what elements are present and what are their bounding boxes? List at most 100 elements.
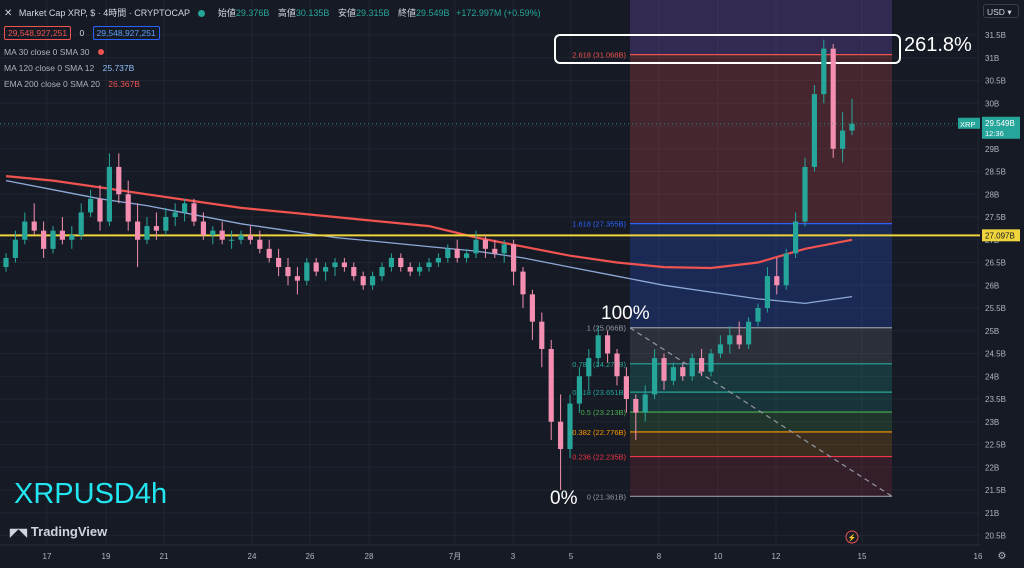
- trade-row: 29,548,927,251 0 29,548,927,251: [4, 26, 160, 40]
- candle: [182, 198, 188, 222]
- fib-zone: [630, 392, 892, 413]
- candle-body: [135, 221, 141, 240]
- candle-body: [520, 271, 526, 295]
- y-tick-label: 29B: [985, 145, 999, 154]
- x-tick-label: 15: [858, 552, 867, 561]
- candle-body: [285, 267, 291, 277]
- candle-body: [708, 353, 714, 372]
- symbol-tag-label: XRP: [960, 120, 975, 129]
- y-tick-label: 21.5B: [985, 486, 1006, 495]
- candle: [595, 326, 601, 368]
- candle-body: [445, 248, 451, 258]
- candle-body: [473, 239, 479, 254]
- fib-zone: [630, 456, 892, 497]
- candle-body: [31, 221, 37, 231]
- candle: [670, 362, 676, 386]
- candle-body: [849, 123, 855, 131]
- indicator-value: 25.737B: [102, 63, 135, 73]
- indicator-ema200[interactable]: EMA 200 close 0 SMA 20 26.367B: [4, 79, 140, 89]
- candle: [163, 207, 169, 236]
- x-tick-label: 24: [248, 552, 257, 561]
- indicator-ma30[interactable]: MA 30 close 0 SMA 30: [4, 47, 104, 57]
- warning-icon: [97, 49, 104, 55]
- candle: [746, 317, 752, 349]
- candle-body: [50, 230, 56, 249]
- indicator-label: MA 30 close 0 SMA 30: [4, 47, 90, 57]
- candle-body: [323, 267, 329, 272]
- candle: [633, 394, 639, 440]
- candle-body: [3, 257, 9, 268]
- fib-highlight-box: [554, 34, 901, 64]
- candle: [219, 221, 225, 245]
- candle: [360, 271, 366, 290]
- candle-body: [78, 212, 84, 236]
- candle: [341, 257, 347, 272]
- candle-body: [567, 403, 573, 450]
- candle: [614, 348, 620, 386]
- candle: [783, 248, 789, 290]
- x-tick-label: 10: [714, 552, 723, 561]
- x-tick-label: 8: [657, 552, 662, 561]
- logo-text: TradingView: [30, 524, 108, 539]
- candle-body: [576, 376, 582, 404]
- ohlc-close-value: 29.549B: [416, 8, 450, 18]
- x-tick-label: 21: [160, 552, 169, 561]
- candle-body: [840, 130, 846, 149]
- candle: [97, 185, 103, 231]
- close-icon[interactable]: ✕: [4, 8, 13, 19]
- currency-label: USD: [987, 7, 1005, 17]
- candle: [699, 348, 705, 377]
- currency-select[interactable]: USD ▾: [983, 4, 1019, 18]
- tradingview-logo[interactable]: ◤◥ TradingView: [10, 524, 107, 539]
- candle-body: [830, 48, 836, 149]
- candle: [407, 262, 413, 277]
- candle-body: [548, 348, 554, 422]
- candle-body: [247, 235, 253, 240]
- y-tick-label: 27.5B: [985, 213, 1006, 222]
- candle: [661, 353, 667, 390]
- candle-body: [210, 230, 216, 236]
- candle-body: [229, 239, 235, 241]
- candle-body: [652, 358, 658, 395]
- y-tick-label: 30B: [985, 99, 999, 108]
- y-tick-label: 24.5B: [985, 350, 1006, 359]
- fib-level-label: 0.786 (24.273B): [572, 360, 626, 369]
- candle-body: [97, 198, 103, 222]
- candle: [642, 385, 648, 422]
- candle: [802, 157, 808, 227]
- fib-zone: [630, 54, 892, 224]
- candle: [764, 267, 770, 313]
- event-marker-icon: [845, 530, 859, 544]
- candle: [210, 226, 216, 245]
- candle-body: [125, 194, 131, 222]
- candle: [840, 112, 846, 163]
- fib-level-label: 0 (21.361B): [587, 492, 627, 501]
- candle: [332, 257, 338, 277]
- candle: [247, 226, 253, 245]
- y-tick-label: 20.5B: [985, 532, 1006, 541]
- fib-level-label: 1 (25.066B): [587, 324, 627, 333]
- candle-body: [417, 267, 423, 272]
- candle: [144, 217, 150, 245]
- candle: [558, 394, 564, 490]
- ema200-line: [5, 175, 853, 270]
- candle-body: [492, 248, 498, 254]
- candle: [276, 248, 282, 277]
- y-tick-label: 30.5B: [985, 77, 1006, 86]
- y-tick-label: 26B: [985, 281, 999, 290]
- fib-level-label: 0.382 (22.776B): [572, 428, 626, 437]
- candle-body: [774, 276, 780, 286]
- indicator-ma120[interactable]: MA 120 close 0 SMA 12 25.737B: [4, 63, 134, 73]
- fib-extension-zone: [630, 0, 892, 55]
- y-tick-label: 22B: [985, 463, 999, 472]
- fib-zone: [630, 363, 892, 393]
- candle: [41, 221, 47, 258]
- bar-countdown: 12:36: [985, 129, 1004, 138]
- candle-body: [266, 248, 272, 258]
- fib-level-label: 2.618 (31.068B): [572, 51, 626, 60]
- buy-price-button[interactable]: 29,548,927,251: [92, 26, 160, 40]
- candle: [388, 253, 394, 272]
- candle: [323, 262, 329, 281]
- sell-price-button[interactable]: 29,548,927,251: [4, 26, 72, 40]
